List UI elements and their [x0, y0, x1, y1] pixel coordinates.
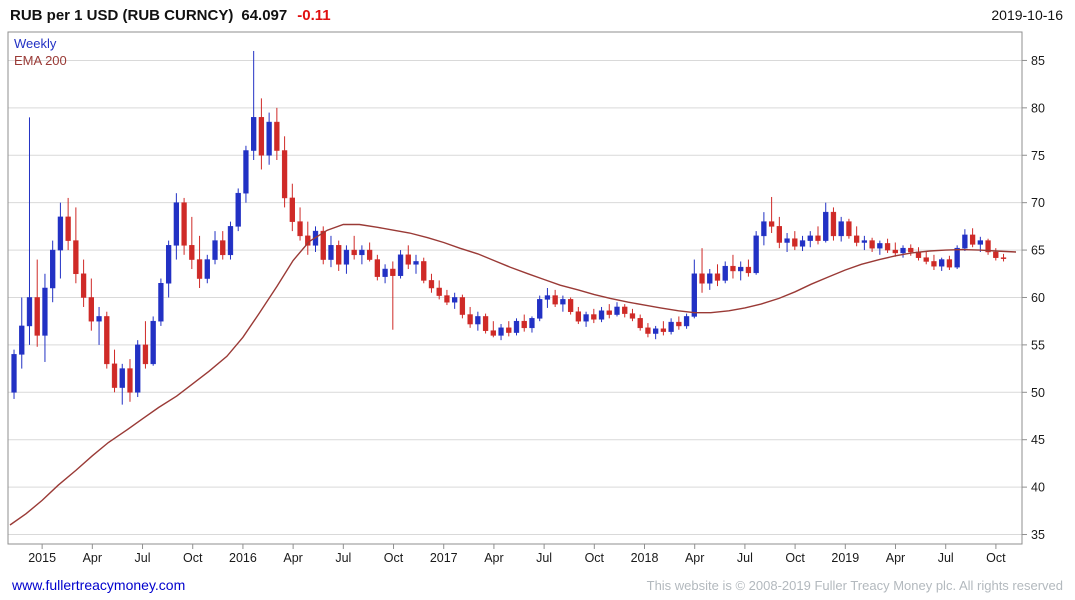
chart-header: RUB per 1 USD (RUB CURNCY) 64.097 -0.11 … [0, 0, 1075, 28]
svg-text:Oct: Oct [785, 551, 805, 565]
svg-text:60: 60 [1031, 291, 1045, 305]
chart-area: 35 40 45 50 55 60 65 70 75 80 85 2015 Apr Jul Oct 2016 A… [0, 28, 1075, 572]
footer-link[interactable]: www.fullertreacymoney.com [12, 577, 186, 593]
svg-text:2015: 2015 [28, 551, 56, 565]
svg-text:80: 80 [1031, 101, 1045, 115]
footer: www.fullertreacymoney.com This website i… [0, 572, 1075, 600]
chart-date: 2019-10-16 [991, 7, 1063, 23]
svg-text:Apr: Apr [685, 551, 704, 565]
page-title: RUB per 1 USD (RUB CURNCY) [10, 6, 234, 24]
svg-text:Jul: Jul [938, 551, 954, 565]
price-change: -0.11 [297, 6, 331, 24]
svg-text:Oct: Oct [384, 551, 404, 565]
svg-text:35: 35 [1031, 528, 1045, 542]
svg-text:Jul: Jul [737, 551, 753, 565]
grid-lines [8, 59, 1022, 536]
y-axis-labels: 35 40 45 50 55 60 65 70 75 80 85 [1022, 54, 1045, 542]
svg-text:50: 50 [1031, 386, 1045, 400]
svg-text:65: 65 [1031, 244, 1045, 258]
svg-text:Apr: Apr [83, 551, 102, 565]
svg-text:Jul: Jul [135, 551, 151, 565]
svg-text:Oct: Oct [585, 551, 605, 565]
copyright-text: This website is © 2008-2019 Fuller Treac… [646, 577, 1063, 593]
svg-text:2016: 2016 [229, 551, 257, 565]
svg-text:40: 40 [1031, 481, 1045, 495]
svg-text:2017: 2017 [430, 551, 458, 565]
svg-text:Apr: Apr [886, 551, 905, 565]
chart-title-group: RUB per 1 USD (RUB CURNCY) 64.097 -0.11 [10, 7, 331, 24]
svg-text:Jul: Jul [536, 551, 552, 565]
svg-text:2019: 2019 [831, 551, 859, 565]
svg-text:Oct: Oct [183, 551, 203, 565]
svg-text:85: 85 [1031, 54, 1045, 68]
svg-text:70: 70 [1031, 196, 1045, 210]
svg-text:Apr: Apr [283, 551, 302, 565]
svg-text:Oct: Oct [986, 551, 1006, 565]
x-axis-labels: 2015 Apr Jul Oct 2016 Apr Jul Oct 2017 Apr Jul Oct 2… [28, 544, 1006, 565]
svg-text:75: 75 [1031, 149, 1045, 163]
candlesticks [11, 50, 1007, 405]
svg-text:Apr: Apr [484, 551, 503, 565]
svg-text:55: 55 [1031, 338, 1045, 352]
svg-text:2018: 2018 [631, 551, 659, 565]
ema-line [9, 223, 1017, 526]
price-chart: 35 40 45 50 55 60 65 70 75 80 85 2015 Apr Jul Oct 2016 A… [7, 31, 1045, 565]
svg-text:45: 45 [1031, 433, 1045, 447]
svg-text:Jul: Jul [335, 551, 351, 565]
plot-frame [7, 31, 1023, 545]
last-price: 64.097 [241, 6, 288, 24]
